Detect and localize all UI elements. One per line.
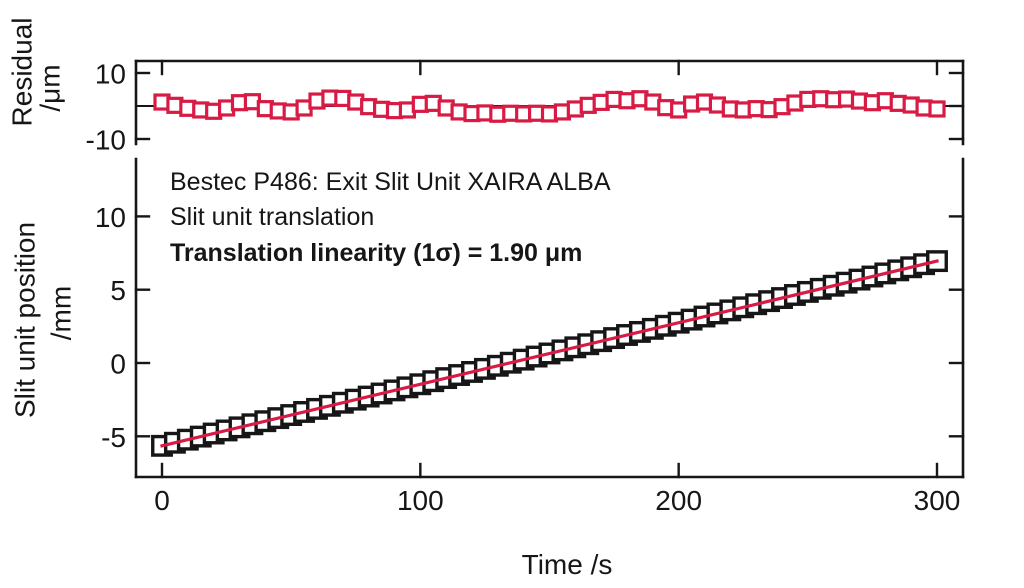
tick-labels: 10 -10 10 5 0 -5 0 100 200 300 <box>86 59 961 517</box>
time-xtick-label: 200 <box>655 485 702 516</box>
position-ytick-label: 5 <box>110 275 126 306</box>
annotation-subtitle: Slit unit translation <box>170 203 374 231</box>
annotation-title: Bestec P486: Exit Slit Unit XAIRA ALBA <box>170 168 611 196</box>
position-axis-unit: /mm <box>46 286 77 340</box>
residual-marker <box>928 100 946 118</box>
position-axis-title: Slit unit position <box>10 222 41 418</box>
time-axis-title: Time /s <box>522 549 613 580</box>
residual-ytick-label: 10 <box>95 59 126 90</box>
position-ytick-label: 0 <box>110 349 126 380</box>
position-ytick-label: 10 <box>95 202 126 233</box>
residual-axis-title: Residual <box>7 18 38 127</box>
linear-fit-line <box>160 259 939 448</box>
annotation-linearity-result: Translation linearity (1σ) = 1.90 μm <box>170 239 582 267</box>
residual-axis-unit: /μm <box>35 64 66 111</box>
time-xtick-label: 0 <box>154 485 170 516</box>
time-xtick-label: 100 <box>397 485 444 516</box>
time-xtick-label: 300 <box>914 485 961 516</box>
residual-data-points <box>153 89 946 123</box>
fit-line <box>160 259 939 448</box>
residual-ytick-label: -10 <box>86 125 126 156</box>
position-panel-axes <box>134 157 965 479</box>
position-ytick-label: -5 <box>101 422 126 453</box>
